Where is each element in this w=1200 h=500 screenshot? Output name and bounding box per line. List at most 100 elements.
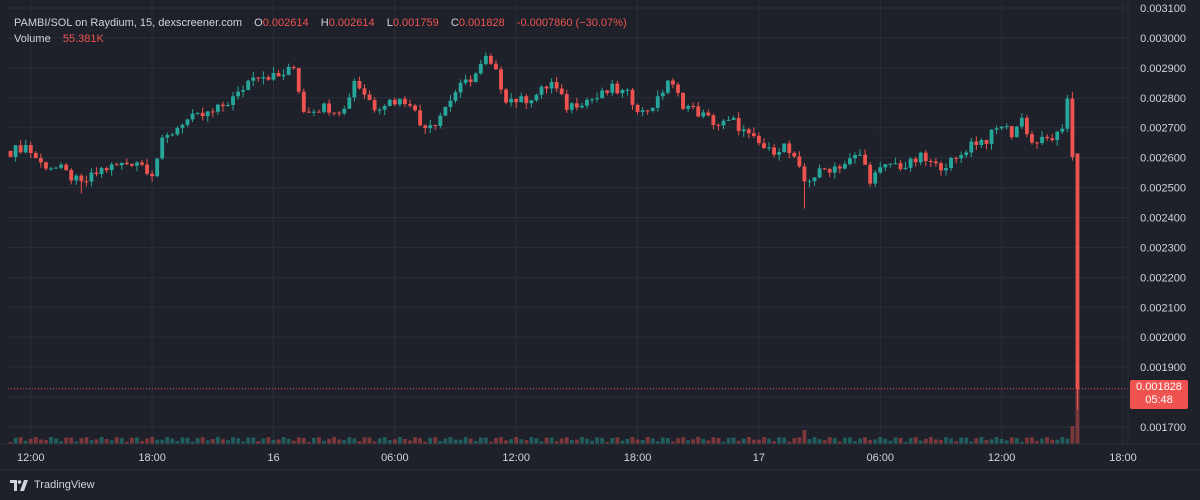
time-axis[interactable]: 12:00 18:00 16 06:00 12:00 18:00 17 06:00 12:00 1… [17, 452, 1200, 464]
volume-bar [625, 438, 630, 444]
volume-bar [241, 441, 246, 444]
volume-value: 55.381K [62, 33, 104, 45]
candle-body [220, 104, 225, 107]
price-axis[interactable]: 0.003100 0.003000 0.002900 0.002800 0.002700… [1140, 3, 1186, 434]
volume-bar [494, 438, 498, 444]
volume-bars [8, 386, 1080, 444]
candle-body [1065, 98, 1070, 129]
candle-body [458, 82, 463, 93]
candle-body [403, 98, 407, 105]
candle-body [913, 158, 918, 163]
tradingview-brand[interactable]: TradingView [10, 479, 95, 491]
volume-bar [660, 437, 665, 444]
volume-bar [933, 439, 938, 444]
volume-bar [711, 437, 716, 444]
candle-body [129, 164, 134, 166]
candle-body [822, 168, 827, 170]
volume-bar [1040, 438, 1044, 444]
candle-body [478, 63, 483, 74]
volume-bar [301, 437, 306, 444]
candle-body [726, 119, 731, 121]
volume-bar [590, 440, 594, 444]
time-tick-label: 16 [267, 452, 279, 464]
volume-bar [276, 439, 281, 444]
candles [8, 52, 1080, 410]
candle-body [64, 164, 69, 170]
volume-bar [322, 440, 326, 444]
volume-bar [691, 439, 696, 444]
volume-bar [741, 438, 746, 444]
candle-body [514, 98, 519, 103]
candle-body [261, 77, 266, 79]
volume-bar [408, 440, 412, 444]
volume-bar [736, 440, 741, 444]
volume-bar [448, 437, 453, 444]
volume-bar [433, 437, 438, 444]
candle-body [812, 177, 817, 182]
volume-bar [200, 437, 205, 444]
volume-bar [635, 439, 640, 444]
candle-body [13, 145, 18, 157]
candle-body [1014, 126, 1019, 138]
price-tick-label: 0.002100 [1140, 302, 1186, 314]
volume-bar [145, 438, 149, 444]
candle-body [893, 163, 898, 165]
volume-bar [696, 437, 701, 444]
candle-body [898, 163, 903, 169]
candle-body [686, 106, 691, 109]
volume-bar [160, 439, 165, 444]
volume-bar [1024, 437, 1029, 444]
volume-bar [574, 439, 579, 444]
price-tick-label: 0.003000 [1140, 33, 1186, 45]
candle-body [615, 83, 620, 94]
candle-body [494, 63, 498, 70]
candle-body [397, 98, 402, 105]
candle-body [600, 90, 605, 99]
open-label: O [254, 17, 263, 29]
candle-body [858, 154, 862, 156]
candle-body [28, 145, 33, 153]
close-label: C [450, 17, 459, 29]
candle-body [377, 109, 382, 111]
low-label: L [386, 17, 393, 29]
candle-body [620, 90, 625, 94]
candle-body [246, 80, 251, 91]
volume-bar [362, 437, 367, 444]
volume-bar [155, 439, 160, 444]
candle-body [989, 129, 994, 144]
volume-bar [974, 438, 979, 444]
candle-body [160, 137, 165, 159]
volume-bar [150, 437, 155, 444]
candle-body [671, 80, 675, 85]
volume-bar [731, 437, 736, 444]
candle-body [195, 112, 200, 114]
volume-bar [8, 442, 13, 444]
candle-body [332, 112, 337, 114]
volume-bar [271, 439, 276, 444]
volume-bar [387, 440, 392, 444]
candle-body [241, 90, 246, 92]
price-tick-label: 0.002700 [1140, 123, 1186, 135]
volume-bar [251, 437, 256, 444]
volume-bar [989, 439, 994, 444]
candle-body [135, 162, 139, 166]
candle-body [630, 89, 635, 105]
volume-bar [226, 440, 230, 444]
candle-body [580, 105, 584, 108]
candle-body [94, 172, 99, 175]
volume-bar [701, 438, 706, 444]
volume-bar [984, 440, 989, 444]
high-value: 0.002614 [328, 17, 375, 29]
candle-body [549, 82, 554, 89]
symbol-title[interactable]: PAMBI/SOL on Raydium, 15, dexscreener.co… [14, 17, 243, 29]
candle-body [994, 128, 999, 130]
candle-body [984, 140, 989, 144]
candle-body [337, 112, 342, 114]
candle-body [645, 110, 650, 112]
candle-body [18, 145, 23, 153]
volume-bar [357, 441, 362, 444]
volume-bar [539, 441, 544, 444]
candle-body [428, 125, 433, 129]
volume-bar [842, 437, 847, 444]
